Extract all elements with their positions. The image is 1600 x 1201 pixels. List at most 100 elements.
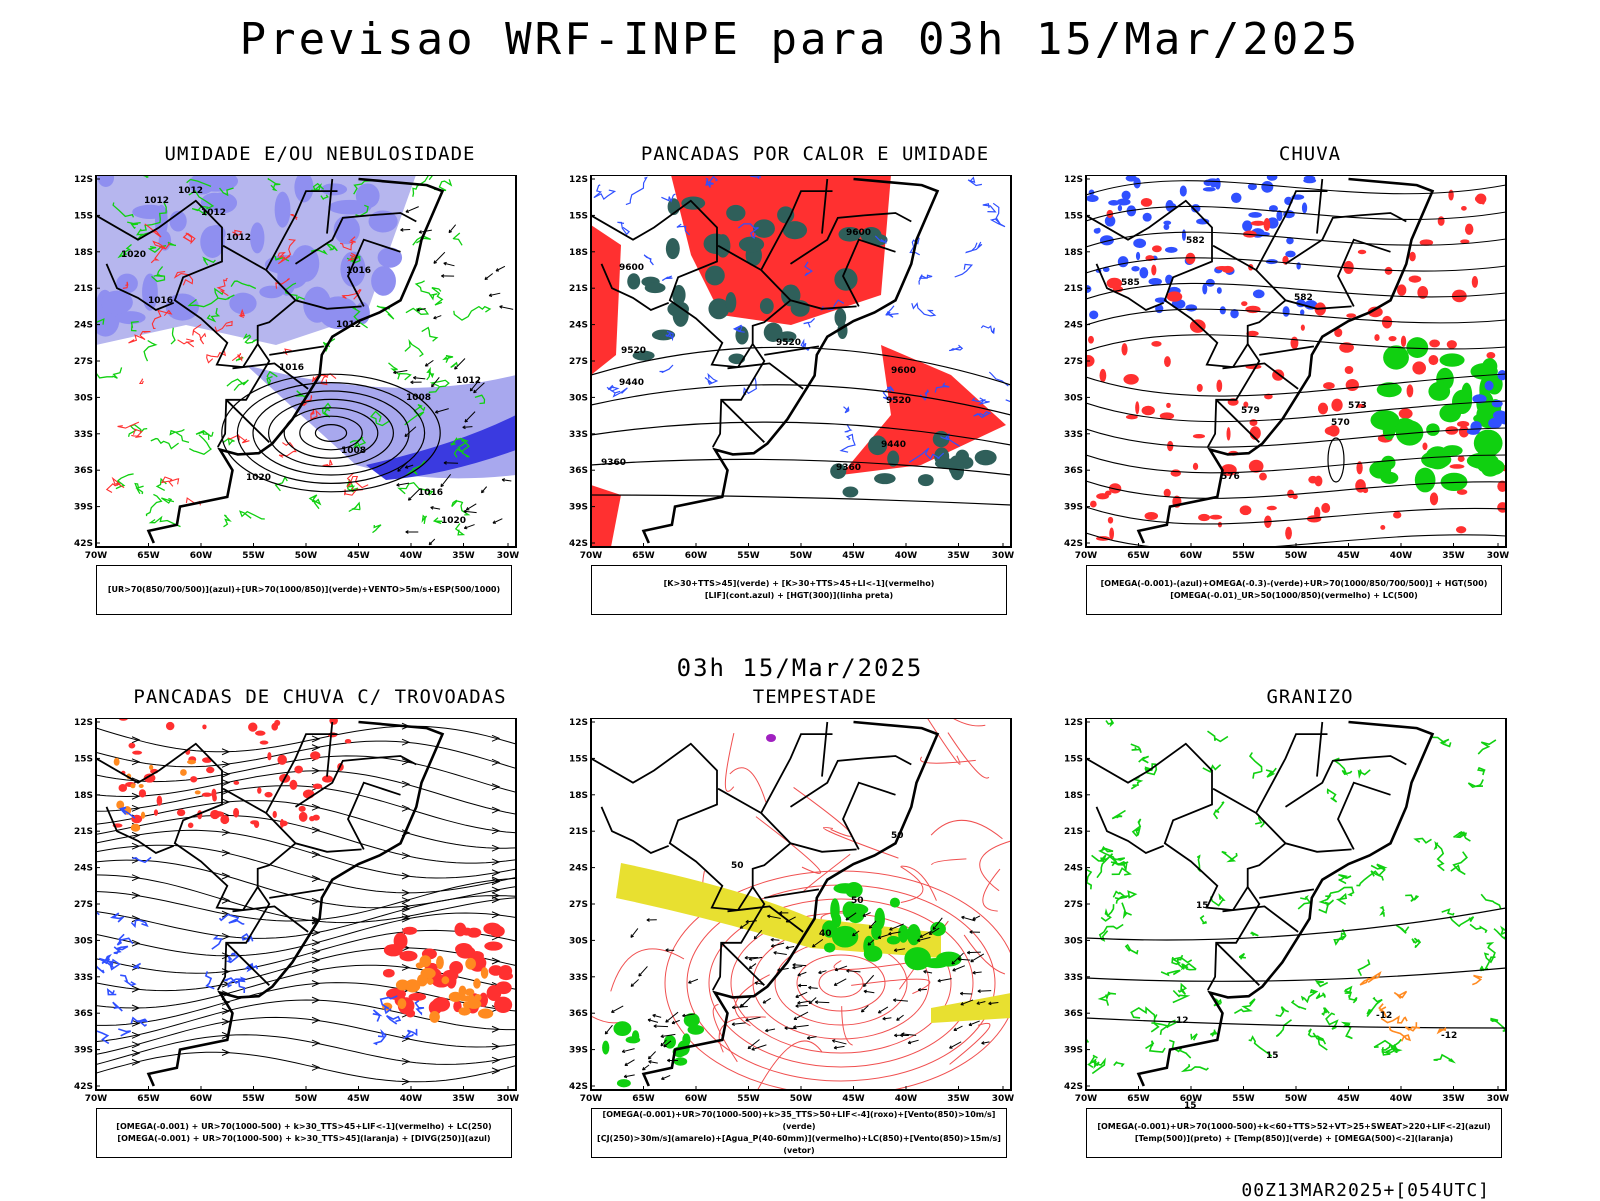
contour-label: -12: [1376, 1011, 1392, 1021]
omega-green: [1383, 345, 1409, 369]
rain-red: [1412, 361, 1426, 374]
omega-blue: [1253, 290, 1265, 299]
omega-blue: [1097, 228, 1101, 233]
storm-red: [303, 790, 314, 799]
contour-label: 570: [1331, 418, 1350, 428]
lat-tick-label: 33S: [1064, 973, 1083, 983]
legend-line: [OMEGA(-0.01)_UR>50(1000/850)(vermelho) …: [1087, 590, 1501, 602]
lat-tick-label: 21S: [1064, 827, 1083, 837]
lon-tick-label: 30W: [1487, 551, 1510, 561]
omega-blue: [1203, 187, 1216, 191]
instability-green-ocean: [843, 487, 859, 498]
lon-tick-label: 70W: [85, 1094, 108, 1104]
storm-red-ocean: [484, 941, 502, 950]
lon-tick-label: 65W: [632, 1094, 655, 1104]
lon-tick-label: 30W: [497, 551, 520, 561]
run-timestamp: 00Z13MAR2025+[054UTC]: [1241, 1180, 1490, 1201]
divergence-blue: [78, 877, 97, 893]
storm-orange: [465, 988, 474, 996]
panel-title: PANCADAS DE CHUVA C/ TROVOADAS: [70, 686, 570, 708]
lon-tick-label: 30W: [992, 551, 1015, 561]
rain-red: [1121, 343, 1127, 355]
storm-red-ocean: [432, 997, 450, 1012]
rain-red: [1185, 253, 1195, 264]
lon-tick-label: 45W: [347, 551, 370, 561]
rain-red: [1321, 503, 1330, 513]
storm-red: [260, 741, 269, 745]
lon-tick-label: 65W: [137, 551, 160, 561]
storm-red: [188, 823, 194, 829]
storm-red-ocean: [454, 923, 466, 937]
lon-tick-label: 50W: [790, 551, 813, 561]
lat-tick-label: 18S: [569, 248, 588, 258]
rain-red: [1088, 336, 1094, 344]
instability-green-area: [704, 233, 728, 254]
storm-red: [190, 776, 197, 782]
lat-tick-label: 27S: [1064, 357, 1083, 367]
contour-label: 1012: [226, 233, 251, 243]
lon-tick-label: 35W: [1442, 551, 1465, 561]
storm-orange: [465, 958, 476, 970]
lon-tick-label: 70W: [85, 551, 108, 561]
storm-red: [233, 781, 239, 785]
rain-red: [1123, 374, 1138, 385]
omega-blue: [1261, 181, 1273, 193]
legend-line: [K>30+TTS>45](verde) + [K>30+TTS>45+LI<-…: [592, 578, 1006, 590]
lat-tick-label: 15S: [569, 754, 588, 764]
storm-red-ocean: [383, 969, 395, 978]
rain-red: [1331, 399, 1342, 412]
omega-blue: [1283, 306, 1290, 317]
contour-label: 9360: [601, 458, 626, 468]
storm-red: [277, 755, 286, 765]
omega-blue: [1118, 205, 1122, 211]
rain-red: [1108, 517, 1113, 524]
map-tempestade: 5050405012S15S18S21S24S27S30S33S36S39S42…: [565, 718, 1025, 1113]
instability-green-area: [666, 238, 680, 259]
lat-tick-label: 24S: [74, 321, 93, 331]
lat-tick-label: 27S: [569, 900, 588, 910]
omega-blue: [1149, 278, 1162, 285]
omega-blue: [1220, 306, 1226, 314]
contour-label: 9600: [846, 228, 871, 238]
omega-blue: [1202, 283, 1207, 294]
omega-green: [1381, 472, 1399, 484]
rain-red: [1457, 421, 1469, 427]
humidity-mid: [250, 222, 264, 253]
lon-tick-label: 30W: [992, 1094, 1015, 1104]
rain-red: [1461, 206, 1467, 211]
contour-label: 9520: [621, 346, 646, 356]
contour-label: 12: [1176, 1016, 1189, 1026]
contour-label: 15: [1266, 1051, 1279, 1061]
rain-red: [1345, 366, 1354, 374]
instability-green-ocean: [874, 473, 896, 484]
storm-orange-nw: [180, 769, 187, 776]
storm-red-ocean: [409, 993, 427, 1001]
lon-tick-label: 70W: [580, 551, 603, 561]
lon-tick-label: 45W: [1337, 551, 1360, 561]
lon-tick-label: 35W: [947, 551, 970, 561]
omega-blue: [1302, 202, 1307, 213]
omega-green: [1381, 456, 1395, 470]
storm-red: [345, 739, 351, 744]
wind850-green: [864, 946, 883, 962]
storm-red: [254, 820, 259, 828]
rain-red: [1141, 198, 1152, 207]
instability-green-area: [781, 284, 800, 306]
wind850-green-sw: [674, 1057, 687, 1066]
omega-blue: [1139, 267, 1148, 278]
lat-tick-label: 12S: [74, 175, 93, 185]
lon-tick-label: 45W: [842, 551, 865, 561]
wind850-green-sw: [626, 1036, 641, 1043]
omega-blue: [1117, 198, 1131, 205]
contour-label: 579: [1241, 406, 1260, 416]
lon-tick-label: 35W: [1442, 1094, 1465, 1104]
storm-orange-nw: [149, 765, 153, 770]
lat-tick-label: 36S: [74, 466, 93, 476]
storm-red: [280, 820, 288, 826]
rain-red: [1314, 507, 1320, 519]
legend-line: [OMEGA(-0.001) + UR>70(1000-500) + k>30_…: [97, 1121, 511, 1133]
wind850-green-sw: [682, 1033, 690, 1046]
storm-red: [312, 815, 319, 821]
lon-tick-label: 40W: [895, 1094, 918, 1104]
